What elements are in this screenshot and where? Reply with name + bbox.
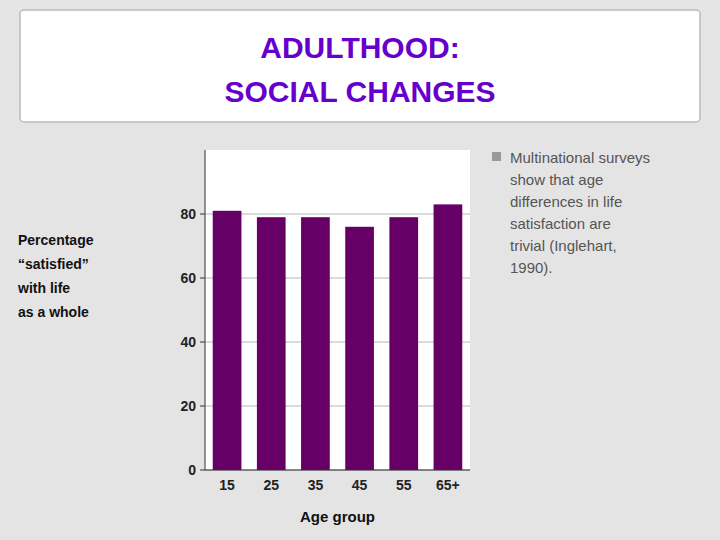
y-tick-label: 80 (180, 206, 196, 222)
x-tick-label: 55 (396, 477, 412, 493)
annotation-line: 1990). (510, 259, 553, 276)
bars (213, 204, 463, 470)
annotation-bullet (492, 152, 501, 161)
x-axis: 15 25 35 45 55 65+ (205, 470, 470, 493)
annotation-line: differences in life (510, 193, 622, 210)
bar (389, 217, 418, 470)
y-tick (200, 214, 205, 215)
y-axis: 0 20 40 60 80 (180, 150, 205, 478)
y-tick-label: 40 (180, 334, 196, 350)
x-tick-label: 65+ (436, 477, 460, 493)
plot-background (205, 150, 470, 470)
y-axis-label-line: with life (17, 280, 70, 296)
grid-line (205, 214, 470, 215)
bar (301, 217, 330, 470)
y-tick-label: 0 (188, 462, 196, 478)
bar (345, 227, 374, 470)
y-tick (200, 406, 205, 407)
annotation: Multinational surveys show that age differ… (510, 149, 650, 276)
x-axis-line (205, 470, 470, 471)
y-tick (200, 278, 205, 279)
bar (213, 211, 242, 470)
grid-line (205, 470, 470, 471)
x-axis-label: Age group (300, 508, 375, 525)
y-tick-label: 20 (180, 398, 196, 414)
y-axis-label-line: “satisfied” (18, 256, 89, 272)
y-axis-label: Percentage “satisfied” with life as a whole (17, 232, 94, 320)
title: ADULTHOOD: (260, 31, 459, 64)
bar (257, 217, 286, 470)
x-tick-label: 15 (219, 477, 235, 493)
chart-svg: ADULTHOOD: SOCIAL CHANGES 0 20 40 60 80 15 25 35 4… (0, 0, 720, 540)
x-tick-label: 25 (263, 477, 279, 493)
grid-line (205, 342, 470, 343)
grid (205, 214, 470, 470)
x-tick-label: 45 (352, 477, 368, 493)
annotation-line: show that age (510, 171, 603, 188)
y-axis-line (205, 150, 206, 470)
annotation-line: Multinational surveys (510, 149, 650, 166)
subtitle: SOCIAL CHANGES (224, 75, 495, 108)
y-axis-label-line: as a whole (18, 304, 89, 320)
title-box (20, 10, 700, 122)
annotation-line: satisfaction are (510, 215, 611, 232)
bar (434, 204, 463, 470)
grid-line (205, 278, 470, 279)
y-tick-label: 60 (180, 270, 196, 286)
grid-line (205, 406, 470, 407)
x-tick-label: 35 (308, 477, 324, 493)
y-tick (200, 470, 205, 471)
annotation-line: trivial (Inglehart, (510, 237, 617, 254)
y-tick (200, 342, 205, 343)
chart-container: ADULTHOOD: SOCIAL CHANGES 0 20 40 60 80 15 25 35 4… (0, 0, 720, 540)
y-axis-label-line: Percentage (18, 232, 94, 248)
